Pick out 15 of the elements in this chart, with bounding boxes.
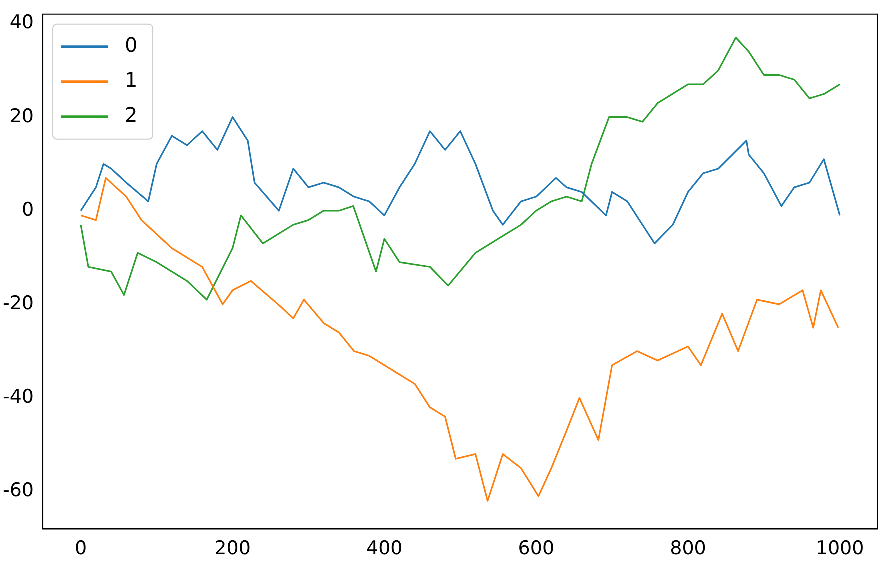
y-tick-label: -20	[2, 292, 34, 314]
y-tick-label: -60	[2, 480, 34, 502]
y-tick-label: 0	[22, 198, 34, 221]
legend-label: 1	[125, 68, 138, 92]
y-tick-label: -40	[2, 386, 34, 408]
legend-label: 0	[125, 33, 138, 58]
legend-label: 2	[125, 103, 138, 128]
x-tick-label: 0	[74, 538, 88, 560]
x-tick-label: 800	[670, 538, 706, 560]
x-tick-label: 200	[214, 538, 251, 560]
x-tick-label: 600	[518, 538, 555, 560]
x-tick-label: 400	[366, 538, 403, 560]
y-tick-label: 40	[10, 12, 34, 34]
y-tick-label: 20	[10, 105, 34, 128]
x-tick-label: 1000	[816, 538, 864, 560]
